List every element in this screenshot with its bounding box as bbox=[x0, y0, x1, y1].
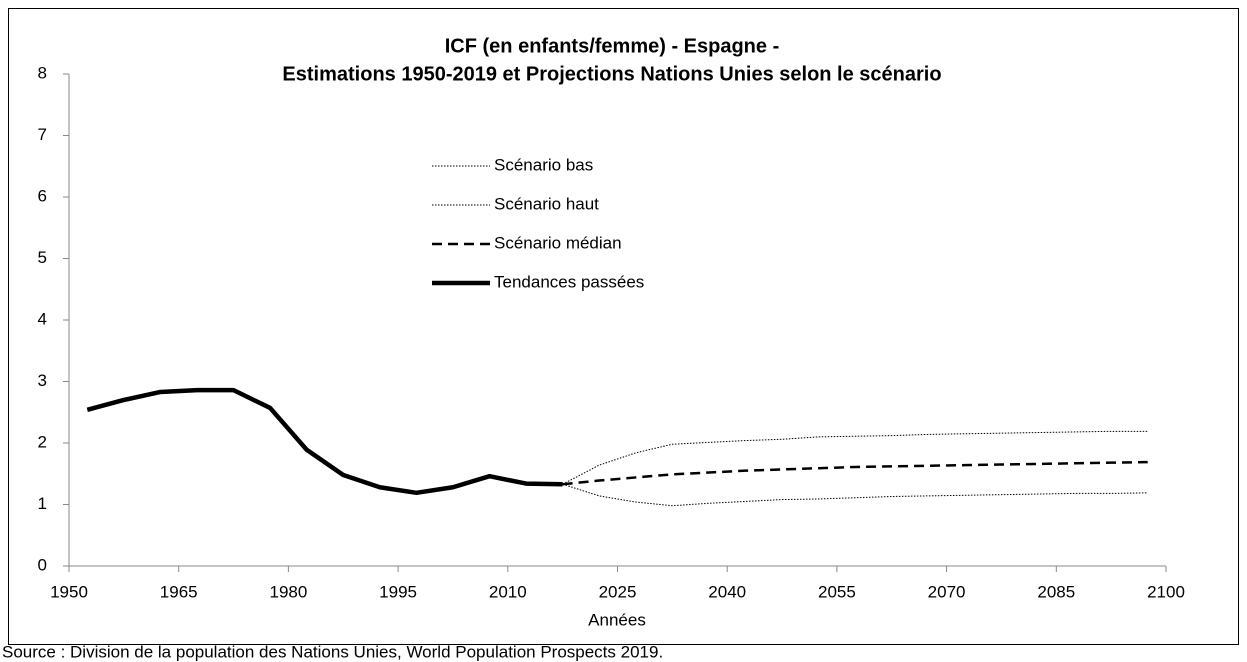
chart-title: Estimations 1950-2019 et Projections Nat… bbox=[282, 63, 941, 85]
series-line bbox=[562, 430, 1148, 485]
series-line bbox=[562, 460, 1148, 486]
x-tick-label: 1980 bbox=[269, 582, 307, 601]
legend-label: Tendances passées bbox=[494, 272, 644, 291]
chart-title: ICF (en enfants/femme) - Espagne - bbox=[445, 35, 780, 57]
x-tick-label: 2085 bbox=[1037, 582, 1075, 601]
y-tick-label: 4 bbox=[38, 309, 47, 328]
y-tick-label: 1 bbox=[38, 494, 47, 513]
y-tick-label: 8 bbox=[38, 63, 47, 82]
x-tick-label: 2055 bbox=[818, 582, 856, 601]
chart-frame bbox=[8, 8, 1239, 645]
x-tick-label: 1950 bbox=[50, 582, 88, 601]
x-tick-label: 2025 bbox=[599, 582, 637, 601]
y-tick-label: 0 bbox=[38, 555, 47, 574]
x-tick-label: 2040 bbox=[708, 582, 746, 601]
series-line bbox=[86, 387, 563, 496]
legend-label: Scénario haut bbox=[494, 194, 599, 213]
legend-label: Scénario médian bbox=[494, 233, 622, 252]
legend-label: Scénario bas bbox=[494, 155, 593, 174]
y-tick-label: 7 bbox=[38, 125, 47, 144]
y-tick-label: 2 bbox=[38, 432, 47, 451]
y-tick-label: 3 bbox=[38, 371, 47, 390]
x-tick-label: 1965 bbox=[160, 582, 198, 601]
y-tick-label: 5 bbox=[38, 248, 47, 267]
series-line bbox=[562, 483, 1148, 507]
x-tick-label: 2070 bbox=[928, 582, 966, 601]
y-tick-label: 6 bbox=[38, 186, 47, 205]
x-tick-label: 2100 bbox=[1147, 582, 1185, 601]
x-tick-label: 2010 bbox=[489, 582, 527, 601]
source-note: Source : Division de la population des N… bbox=[2, 642, 663, 661]
x-tick-label: 1995 bbox=[379, 582, 417, 601]
x-axis-label: Années bbox=[588, 610, 646, 629]
